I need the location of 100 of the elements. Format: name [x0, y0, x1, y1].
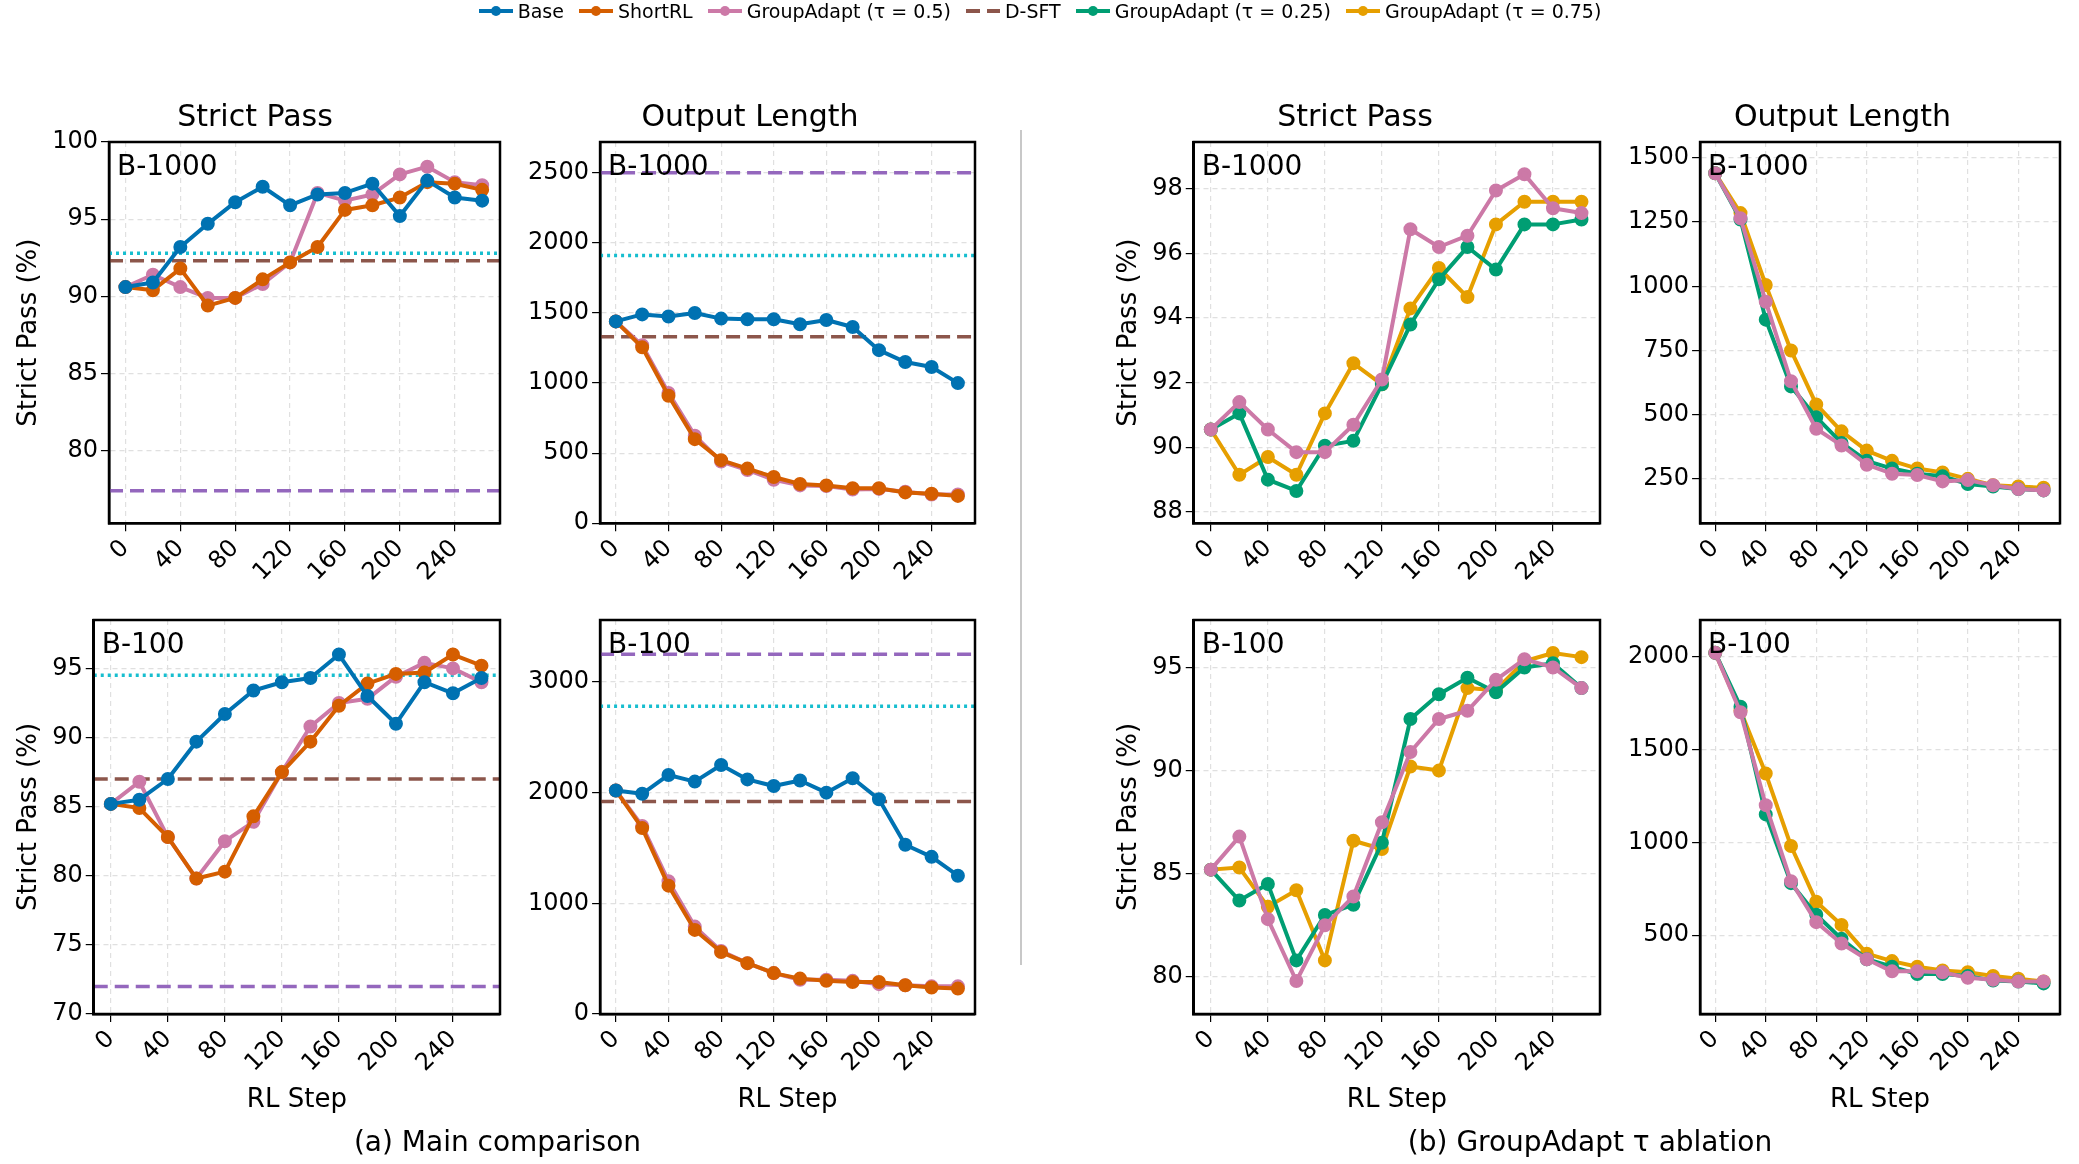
x-tick-label: 160	[295, 1024, 348, 1077]
x-tick-label: 80	[688, 533, 730, 575]
x-tick-label: 80	[1292, 1024, 1334, 1066]
y-tick-label: 88	[1152, 496, 1183, 525]
x-tick-label: 160	[1395, 1024, 1448, 1077]
legend-label: Base	[517, 0, 564, 22]
y-tick-label: 1000	[528, 887, 590, 916]
y-tick-label: 96	[1152, 237, 1183, 266]
x-tick-label: 80	[1783, 533, 1825, 575]
chart-subtitle: B-100	[1708, 627, 1791, 661]
legend-label: GroupAdapt (τ = 0.75)	[1385, 0, 1602, 22]
x-tick-label: 0	[1188, 1024, 1220, 1055]
chart-subtitle: B-100	[1201, 627, 1285, 661]
chart-title: Output Length	[1733, 97, 1952, 133]
y-tick-label: 1250	[1628, 206, 1690, 235]
y-tick-label: 1000	[1628, 270, 1690, 299]
y-tick-label: 2000	[528, 776, 590, 805]
y-tick-label: 250	[1643, 463, 1690, 492]
y-axis-title: Strict Pass (%)	[12, 238, 43, 427]
y-tick-label: 85	[1152, 857, 1183, 886]
y-tick-label: 500	[543, 437, 590, 466]
chart-title: Strict Pass	[177, 97, 333, 133]
legend-label: GroupAdapt (τ = 0.5)	[746, 0, 951, 22]
x-tick-label: 0	[1188, 533, 1220, 564]
x-tick-label: 80	[688, 1024, 730, 1066]
y-tick-label: 95	[52, 652, 83, 681]
chart-title: Output Length	[641, 97, 859, 133]
y-axis-title: Strict Pass (%)	[12, 722, 43, 912]
x-axis-title: RL Step	[1830, 1083, 1931, 1114]
y-tick-label: 100	[52, 126, 99, 155]
y-tick-label: 85	[52, 790, 83, 819]
x-tick-label: 240	[411, 533, 464, 586]
x-axis-title: RL Step	[1346, 1083, 1447, 1114]
text: (a) Main comparison	[352, 1125, 643, 1158]
y-tick-label: 90	[1152, 754, 1183, 783]
x-tick-label: 40	[635, 1024, 678, 1066]
x-tick-label: 0	[103, 533, 135, 564]
legend-label: GroupAdapt (τ = 0.25)	[1114, 0, 1332, 22]
y-tick-label: 90	[67, 280, 99, 309]
y-tick-label: 80	[67, 434, 99, 463]
chart-subtitle: B-1000	[117, 149, 218, 183]
x-tick-label: 120	[1823, 1024, 1876, 1077]
y-tick-label: 95	[67, 203, 99, 232]
y-tick-label: 98	[1152, 173, 1183, 202]
x-tick-label: 120	[1338, 1024, 1391, 1077]
x-tick-label: 240	[888, 533, 941, 586]
x-tick-label: 40	[1733, 1024, 1775, 1066]
chart-subtitle: B-1000	[1708, 149, 1809, 183]
x-tick-label: 40	[635, 533, 678, 575]
x-tick-label: 0	[1693, 1024, 1724, 1055]
y-tick-label: 0	[573, 507, 590, 536]
y-tick-label: 750	[1643, 334, 1690, 363]
x-tick-label: 40	[1235, 533, 1277, 575]
x-tick-label: 40	[1235, 1024, 1277, 1066]
y-tick-label: 94	[1152, 302, 1183, 331]
x-tick-label: 240	[1974, 1024, 2027, 1077]
x-tick-label: 40	[1733, 533, 1775, 575]
x-tick-label: 160	[782, 533, 835, 586]
x-tick-label: 0	[593, 1024, 625, 1055]
y-tick-label: 1500	[528, 297, 590, 326]
text: (b) GroupAdapt τ ablation	[1406, 1125, 1774, 1158]
chart-subtitle: B-1000	[1201, 149, 1303, 183]
x-tick-label: 80	[1783, 1024, 1825, 1066]
y-axis-title: Strict Pass (%)	[1112, 722, 1143, 912]
y-tick-label: 80	[52, 860, 83, 889]
x-tick-label: 200	[1452, 533, 1505, 586]
x-tick-label: 240	[1509, 1024, 1562, 1077]
x-tick-label: 120	[246, 533, 299, 586]
x-tick-label: 0	[1693, 533, 1724, 564]
y-tick-label: 2000	[1628, 640, 1690, 669]
x-tick-label: 240	[409, 1024, 462, 1077]
y-tick-label: 75	[52, 929, 83, 958]
y-tick-label: 70	[52, 998, 83, 1027]
y-tick-label: 95	[1152, 651, 1183, 680]
x-tick-label: 120	[238, 1024, 291, 1077]
x-tick-label: 120	[730, 533, 783, 586]
y-tick-label: 1500	[1628, 733, 1690, 762]
x-tick-label: 240	[888, 1024, 941, 1077]
y-axis-title: Strict Pass (%)	[1112, 238, 1143, 427]
x-tick-label: 240	[1509, 533, 1562, 586]
x-tick-label: 200	[835, 533, 888, 586]
x-tick-label: 200	[352, 1024, 405, 1077]
chart-title: Strict Pass	[1277, 97, 1433, 133]
x-axis-title: RL Step	[246, 1083, 347, 1114]
y-tick-label: 0	[573, 998, 590, 1027]
x-tick-label: 80	[202, 533, 244, 575]
y-tick-label: 1000	[1628, 826, 1690, 855]
x-tick-label: 0	[593, 533, 625, 564]
y-tick-label: 2000	[528, 227, 590, 256]
y-tick-label: 3000	[528, 666, 590, 695]
x-tick-label: 160	[1395, 533, 1448, 586]
legend-label: D-SFT	[1004, 0, 1061, 22]
x-tick-label: 0	[88, 1024, 120, 1055]
y-tick-label: 2500	[528, 157, 590, 186]
y-tick-label: 80	[1152, 961, 1183, 990]
x-axis-title: RL Step	[737, 1083, 838, 1114]
x-tick-label: 200	[1452, 1024, 1505, 1077]
x-tick-label: 120	[1338, 533, 1391, 586]
x-tick-label: 120	[730, 1024, 783, 1077]
chart-subtitle: B-100	[608, 627, 691, 661]
